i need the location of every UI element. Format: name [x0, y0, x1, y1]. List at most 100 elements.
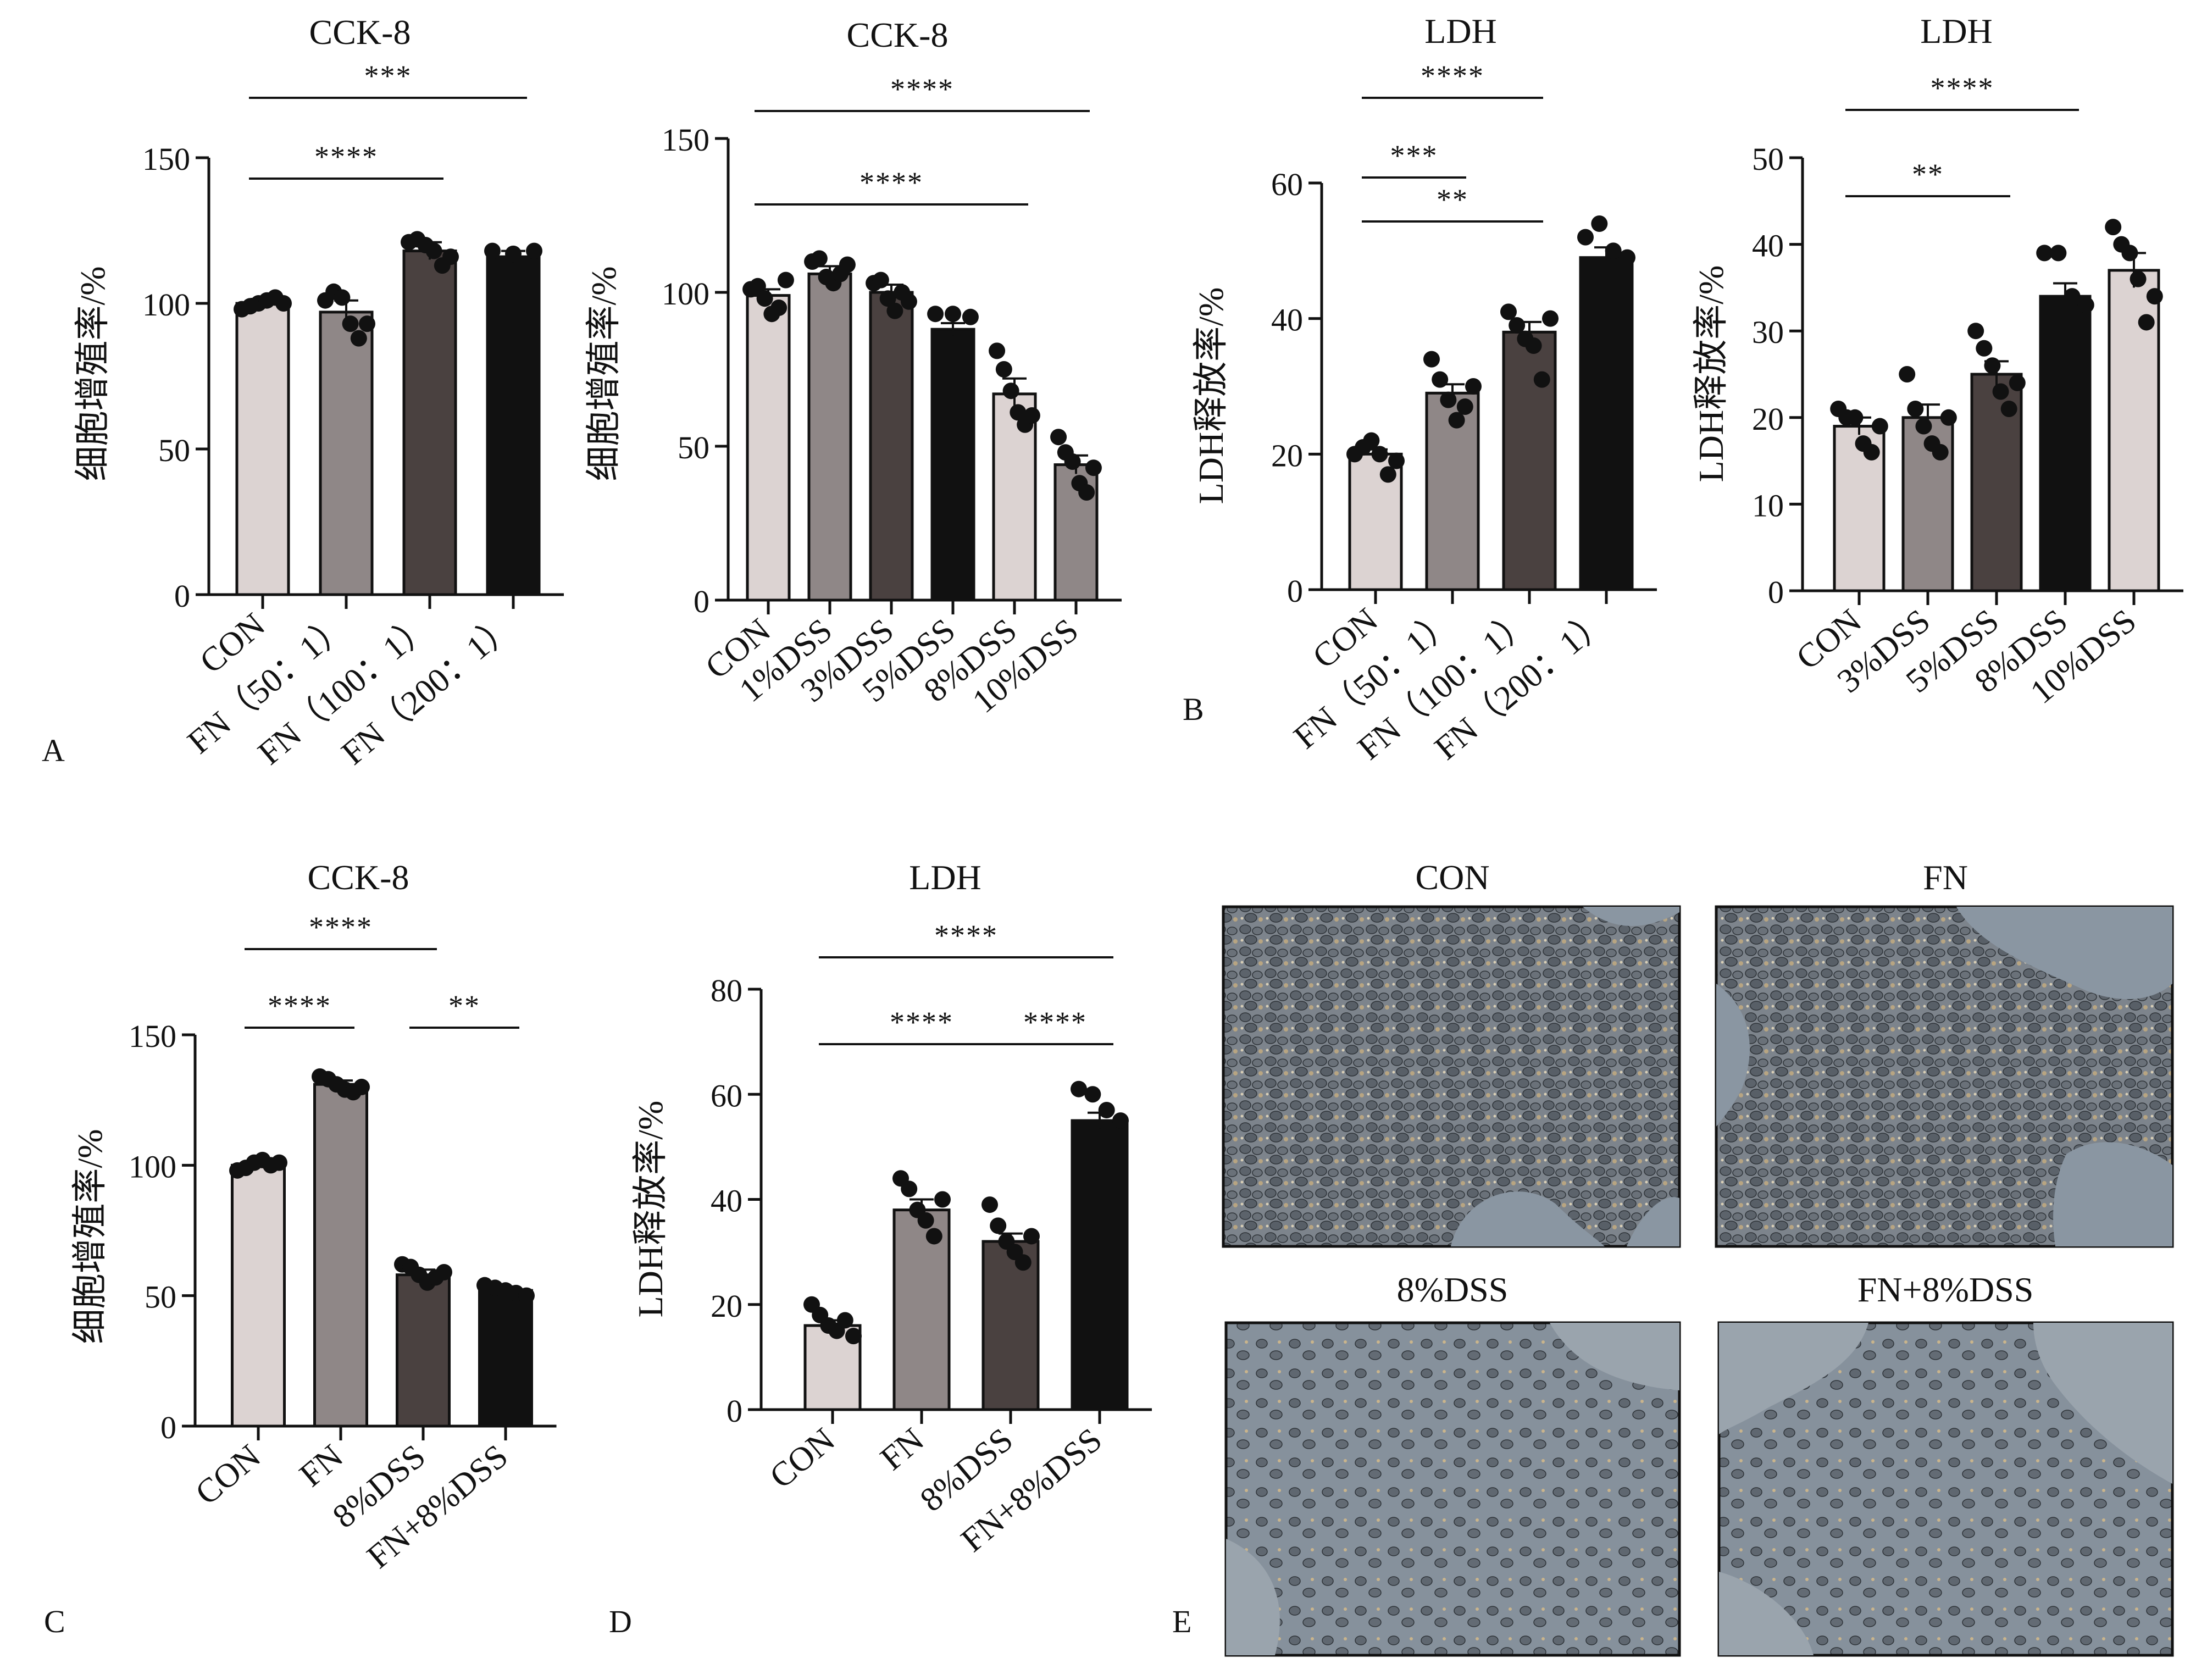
bar — [746, 294, 791, 602]
data-point — [518, 1287, 535, 1304]
y-axis-title: LDH释放率/% — [1692, 265, 1731, 483]
data-point — [845, 1328, 862, 1345]
y-tick-label: 100 — [142, 287, 190, 323]
data-point — [1010, 404, 1027, 421]
bar — [1579, 256, 1634, 591]
y-axis-title: LDH释放率/% — [631, 1101, 670, 1318]
micrograph-gap — [1550, 1323, 1679, 1390]
data-point — [1577, 229, 1594, 246]
data-point — [505, 245, 522, 262]
data-point — [927, 306, 944, 323]
data-point — [901, 1180, 918, 1197]
data-point — [879, 290, 896, 307]
y-axis-title: 细胞增殖率/% — [73, 266, 112, 481]
data-point — [1085, 459, 1102, 476]
chart-title: CCK-8 — [847, 15, 949, 54]
data-point — [900, 293, 917, 310]
data-point — [334, 289, 351, 306]
data-point — [1871, 418, 1888, 435]
micrograph-gap — [1719, 1572, 1814, 1655]
data-point — [1379, 466, 1396, 483]
micrograph-8dss: 8%DSS — [1224, 1270, 1681, 1657]
y-tick-label: 40 — [711, 1183, 742, 1219]
y-axis-title: 细胞增殖率/% — [584, 266, 623, 481]
significance-label: *** — [1390, 139, 1438, 172]
x-category-label: CON — [188, 1438, 268, 1512]
data-point — [1456, 398, 1473, 415]
data-point — [777, 271, 794, 289]
data-point — [1023, 1228, 1040, 1245]
bar — [930, 328, 975, 602]
y-tick-label: 50 — [145, 1279, 176, 1315]
y-tick-label: 0 — [160, 1410, 176, 1445]
x-category-label: FN — [293, 1438, 350, 1494]
micrograph-title: FN — [1923, 858, 1968, 897]
micrograph-image — [1222, 905, 1681, 1248]
micrograph-title: FN+8%DSS — [1857, 1270, 2034, 1309]
data-point — [436, 1263, 452, 1280]
bar — [486, 255, 541, 596]
chart-a-cck8-fn-ratio: CCK-8细胞增殖率/%050100150CONFN（50：1）FN（100：1… — [73, 13, 564, 772]
significance-label: **** — [890, 73, 954, 106]
y-tick-label: 0 — [727, 1393, 742, 1429]
bar — [1502, 330, 1557, 591]
data-point — [962, 308, 979, 325]
data-point — [1846, 409, 1864, 426]
chart-title: LDH — [1920, 12, 1993, 51]
data-point — [1899, 366, 1916, 382]
chart-title: CCK-8 — [309, 13, 411, 52]
micrograph-image — [1224, 1321, 1681, 1657]
data-point — [1112, 1112, 1129, 1129]
y-tick-label: 0 — [1768, 574, 1784, 610]
bar — [235, 302, 290, 596]
data-point — [811, 250, 828, 267]
significance-label: **** — [268, 989, 331, 1022]
bar — [807, 272, 852, 602]
significance-label: **** — [1421, 59, 1484, 92]
data-point — [1967, 323, 1984, 340]
significance-label: ** — [448, 989, 480, 1022]
data-point — [1448, 412, 1465, 429]
y-tick-label: 40 — [1271, 302, 1303, 338]
y-tick-label: 30 — [1752, 314, 1784, 350]
chart-title: LDH — [1424, 12, 1497, 51]
data-point — [425, 242, 442, 259]
y-tick-label: 0 — [1287, 573, 1303, 609]
y-axis-title: LDH释放率/% — [1191, 287, 1230, 504]
y-axis-title: 细胞增殖率/% — [70, 1129, 109, 1344]
chart-b-ldh-fn-ratio: LDHLDH释放率/%0204060CONFN（50：1）FN（100：1）FN… — [1191, 12, 1657, 767]
panel-letter-d: D — [609, 1604, 632, 1639]
data-point — [1002, 382, 1019, 400]
data-point — [1619, 249, 1635, 266]
y-tick-label: 20 — [1752, 401, 1784, 437]
micrograph-title: 8%DSS — [1397, 1270, 1509, 1309]
significance-label: **** — [309, 911, 373, 944]
data-point — [934, 1191, 951, 1208]
data-point — [1591, 215, 1608, 232]
micrograph-gap — [1956, 907, 2172, 1000]
data-point — [839, 256, 856, 273]
significance-label: **** — [314, 140, 378, 173]
data-point — [2105, 219, 2122, 236]
bar — [869, 291, 914, 602]
data-point — [917, 1212, 934, 1229]
data-point — [1098, 1101, 1115, 1118]
data-point — [350, 330, 367, 347]
chart-a-cck8-dss: CCK-8细胞增殖率/%050100150CON1%DSS3%DSS5%DSS8… — [584, 15, 1122, 720]
data-point — [1071, 1080, 1087, 1097]
data-point — [1371, 446, 1388, 463]
data-point — [1388, 452, 1405, 469]
significance-label: **** — [934, 919, 998, 952]
micrograph-gap — [2053, 1142, 2172, 1246]
y-tick-label: 80 — [711, 973, 742, 1008]
significance-label: ** — [1437, 183, 1468, 216]
bar — [396, 1273, 451, 1428]
significance-label: **** — [1023, 1006, 1087, 1039]
data-point — [1050, 429, 1067, 446]
chart-title: CCK-8 — [308, 858, 409, 897]
data-point — [2146, 288, 2163, 305]
y-tick-label: 150 — [142, 141, 190, 177]
y-tick-label: 100 — [129, 1149, 176, 1184]
bar — [402, 249, 457, 596]
